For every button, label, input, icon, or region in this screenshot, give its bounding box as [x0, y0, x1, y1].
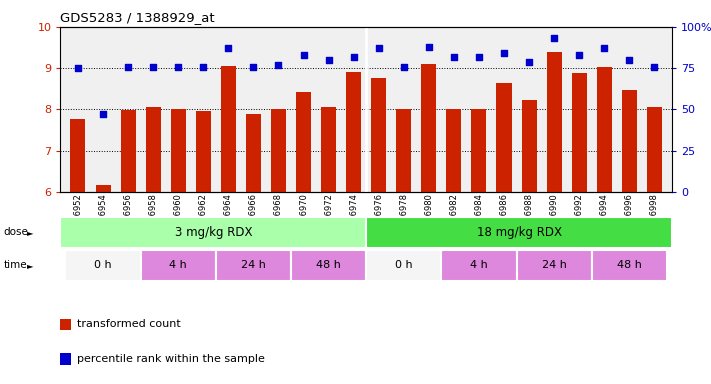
Bar: [171, 109, 186, 192]
Point: [73, 65, 84, 71]
Point: [273, 62, 284, 68]
Text: percentile rank within the sample: percentile rank within the sample: [77, 354, 265, 364]
Point: [599, 45, 610, 51]
Bar: [366, 217, 672, 248]
Point: [247, 63, 259, 70]
Bar: [246, 114, 261, 192]
Bar: [146, 106, 161, 192]
Point: [624, 57, 635, 63]
Point: [648, 63, 660, 70]
Text: 24 h: 24 h: [542, 260, 567, 270]
Point: [323, 57, 334, 63]
Bar: [291, 250, 366, 281]
Bar: [95, 185, 110, 192]
Point: [147, 63, 159, 70]
Point: [298, 52, 309, 58]
Bar: [622, 89, 637, 192]
Text: dose: dose: [4, 227, 28, 237]
Bar: [442, 250, 516, 281]
Text: 4 h: 4 h: [470, 260, 488, 270]
Bar: [346, 72, 361, 192]
Point: [548, 35, 560, 41]
Bar: [196, 111, 210, 192]
Bar: [522, 100, 537, 192]
Bar: [65, 250, 141, 281]
Point: [373, 45, 385, 51]
Bar: [216, 250, 291, 281]
Point: [523, 58, 535, 65]
Text: 0 h: 0 h: [95, 260, 112, 270]
Point: [423, 44, 434, 50]
Bar: [141, 250, 216, 281]
Text: GDS5283 / 1388929_at: GDS5283 / 1388929_at: [60, 12, 215, 25]
Bar: [516, 250, 592, 281]
Bar: [592, 250, 667, 281]
Bar: [60, 319, 71, 330]
Point: [223, 45, 234, 51]
Bar: [496, 83, 511, 192]
Text: 18 mg/kg RDX: 18 mg/kg RDX: [476, 226, 562, 239]
Text: 48 h: 48 h: [617, 260, 642, 270]
Text: 48 h: 48 h: [316, 260, 341, 270]
Bar: [60, 217, 366, 248]
Text: time: time: [4, 260, 27, 270]
Text: ►: ►: [27, 228, 33, 237]
Point: [398, 63, 410, 70]
Bar: [597, 67, 611, 192]
Point: [173, 63, 184, 70]
Bar: [60, 353, 71, 365]
Bar: [447, 109, 461, 192]
Bar: [221, 66, 236, 192]
Text: 4 h: 4 h: [169, 260, 187, 270]
Bar: [547, 53, 562, 192]
Bar: [647, 106, 662, 192]
Bar: [471, 109, 486, 192]
Bar: [296, 92, 311, 192]
Bar: [371, 78, 386, 192]
Text: 3 mg/kg RDX: 3 mg/kg RDX: [174, 226, 252, 239]
Point: [574, 52, 585, 58]
Bar: [70, 119, 85, 192]
Bar: [366, 250, 442, 281]
Bar: [422, 64, 437, 192]
Point: [498, 50, 510, 56]
Point: [97, 111, 109, 118]
Point: [448, 53, 459, 60]
Bar: [121, 110, 136, 192]
Text: transformed count: transformed count: [77, 319, 181, 329]
Text: 0 h: 0 h: [395, 260, 412, 270]
Text: ►: ►: [27, 261, 33, 270]
Bar: [271, 109, 286, 192]
Bar: [396, 109, 411, 192]
Point: [474, 53, 485, 60]
Point: [198, 63, 209, 70]
Text: 24 h: 24 h: [241, 260, 266, 270]
Point: [122, 63, 134, 70]
Bar: [572, 73, 587, 192]
Bar: [321, 108, 336, 192]
Point: [348, 53, 359, 60]
